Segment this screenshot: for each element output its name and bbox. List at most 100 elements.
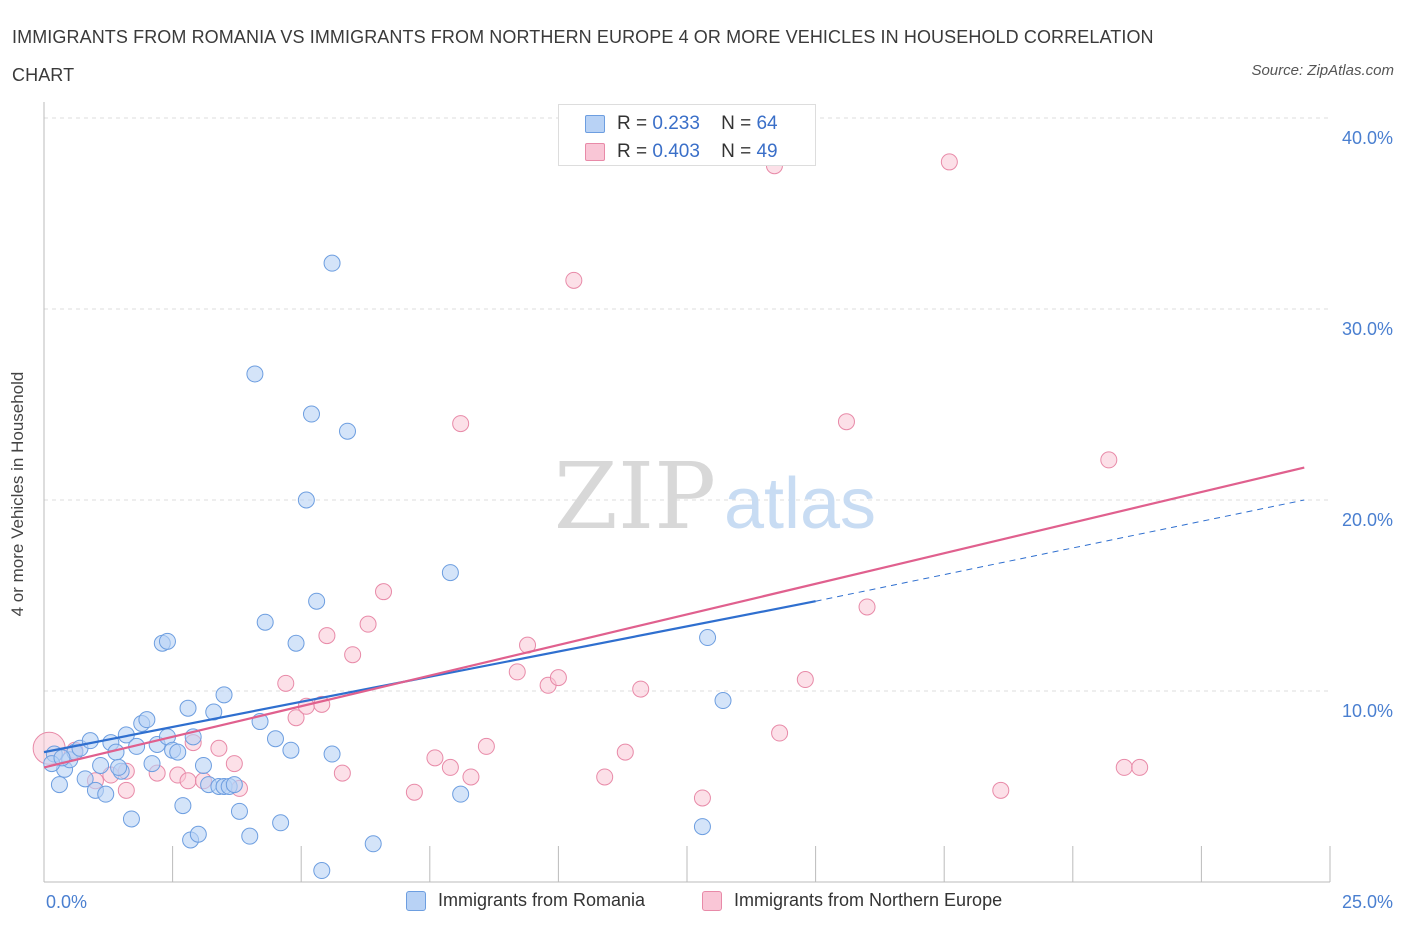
y-tick-label: 10.0% <box>1342 701 1393 721</box>
northern-europe-n-value: 49 <box>756 141 778 162</box>
northern-europe-point <box>616 743 634 761</box>
watermark-atlas: atlas <box>724 464 876 544</box>
r-label: R = <box>617 141 648 162</box>
romania-point <box>441 564 459 582</box>
r-label: R = <box>617 113 648 134</box>
northern-europe-point <box>693 789 711 807</box>
northern-europe-point <box>452 415 470 433</box>
northern-europe-point <box>462 768 480 786</box>
northern-europe-point <box>858 598 876 616</box>
romania-n-value: 64 <box>756 113 778 134</box>
source-label: Source: ZipAtlas.com <box>1251 62 1394 79</box>
romania-trend-extension <box>815 499 1305 602</box>
romania-point <box>179 699 197 717</box>
romania-point <box>323 745 341 763</box>
northern-europe-point <box>441 758 459 776</box>
romania-point <box>282 741 300 759</box>
northern-europe-swatch <box>585 143 605 161</box>
watermark: ZIP atlas <box>554 443 876 550</box>
romania-point <box>230 802 248 820</box>
romania-point <box>256 613 274 631</box>
romania-point <box>302 405 320 423</box>
stats-legend: R = 0.233 N = 64 R = 0.403 N = 49 <box>558 104 816 166</box>
northern-europe-point <box>632 680 650 698</box>
northern-europe-point <box>359 615 377 633</box>
northern-europe-point <box>940 153 958 171</box>
romania-point <box>272 814 290 832</box>
northern-europe-legend-swatch <box>702 891 722 911</box>
northern-europe-point <box>210 739 228 757</box>
northern-europe-point <box>596 768 614 786</box>
watermark-zip: ZIP <box>554 443 716 550</box>
romania-point <box>287 634 305 652</box>
romania-legend-label: Immigrants from Romania <box>438 890 646 910</box>
northern-europe-point <box>549 669 567 687</box>
northern-europe-legend-label: Immigrants from Northern Europe <box>734 890 1003 910</box>
romania-point <box>323 254 341 272</box>
northern-europe-point <box>771 724 789 742</box>
northern-europe-point <box>287 709 305 727</box>
romania-point <box>169 743 187 761</box>
romania-point <box>308 592 326 610</box>
northern-europe-point <box>508 663 526 681</box>
romania-point <box>452 785 470 803</box>
northern-europe-point <box>992 781 1010 799</box>
northern-europe-point <box>405 783 423 801</box>
chart-title: IMMIGRANTS FROM ROMANIA VS IMMIGRANTS FR… <box>12 27 1154 85</box>
romania-point <box>76 770 94 788</box>
northern-europe-point <box>225 755 243 773</box>
romania-point <box>138 711 156 729</box>
romania-point <box>189 825 207 843</box>
y-tick-label: 20.0% <box>1342 510 1393 530</box>
northern-europe-point <box>1131 758 1149 776</box>
northern-europe-point <box>837 413 855 431</box>
northern-europe-point <box>333 764 351 782</box>
northern-europe-point <box>426 749 444 767</box>
romania-r-value: 0.233 <box>652 113 700 134</box>
romania-point <box>699 629 717 647</box>
northern-europe-point <box>375 583 393 601</box>
northern-europe-point <box>318 627 336 645</box>
romania-point <box>97 785 115 803</box>
romania-point <box>158 632 176 650</box>
romania-points <box>43 254 732 880</box>
romania-point <box>122 810 140 828</box>
romania-point <box>338 422 356 440</box>
northern-europe-r-value: 0.403 <box>652 141 700 162</box>
northern-europe-point <box>565 271 583 289</box>
northern-europe-point <box>477 737 495 755</box>
romania-point <box>714 692 732 710</box>
romania-point <box>215 686 233 704</box>
romania-point <box>246 365 264 383</box>
romania-point <box>241 827 259 845</box>
romania-point <box>194 756 212 774</box>
y-tick-label: 40.0% <box>1342 128 1393 148</box>
romania-point <box>50 776 68 794</box>
romania-point <box>110 758 128 776</box>
northern-europe-point <box>179 772 197 790</box>
trend-lines <box>43 466 1305 769</box>
northern-europe-point <box>344 646 362 664</box>
romania-swatch <box>585 115 605 133</box>
romania-point <box>266 730 284 748</box>
romania-point <box>92 756 110 774</box>
romania-point <box>313 862 331 880</box>
romania-point <box>297 491 315 509</box>
romania-point <box>364 835 382 853</box>
n-label: N = <box>721 141 752 162</box>
n-label: N = <box>721 113 752 134</box>
romania-point <box>81 732 99 750</box>
romania-point <box>225 776 243 794</box>
northern-europe-point <box>117 781 135 799</box>
romania-legend-swatch <box>406 891 426 911</box>
romania-point <box>174 797 192 815</box>
northern-europe-point <box>277 674 295 692</box>
northern-europe-point <box>1115 758 1133 776</box>
northern-europe-point <box>1100 451 1118 469</box>
grid-lines <box>44 117 1330 692</box>
romania-point <box>143 755 161 773</box>
x-tick-label: 0.0% <box>46 892 87 912</box>
x-tick-label: 25.0% <box>1342 892 1393 912</box>
northern-europe-trend-line <box>43 466 1305 769</box>
